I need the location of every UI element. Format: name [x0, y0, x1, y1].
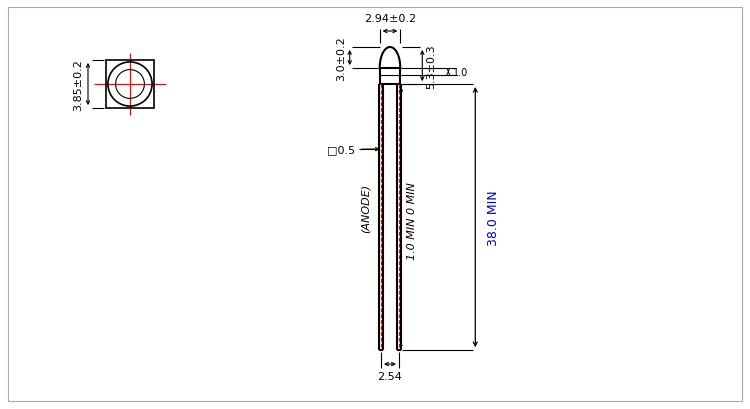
Text: 2.94±0.2: 2.94±0.2 — [364, 14, 416, 24]
Text: 5.3±0.3: 5.3±0.3 — [426, 44, 436, 89]
Bar — [106, 61, 154, 109]
Text: 2.54: 2.54 — [377, 371, 403, 381]
Text: 1.0 MIN 0 MIN: 1.0 MIN 0 MIN — [407, 181, 417, 259]
Text: 3.0±0.2: 3.0±0.2 — [336, 36, 346, 81]
Text: □0.5: □0.5 — [327, 145, 356, 155]
Text: 38.0 MIN: 38.0 MIN — [488, 190, 500, 245]
Text: 3.85±0.2: 3.85±0.2 — [73, 59, 83, 111]
Text: (ANODE): (ANODE) — [360, 183, 370, 232]
Text: 1.0: 1.0 — [453, 67, 469, 77]
